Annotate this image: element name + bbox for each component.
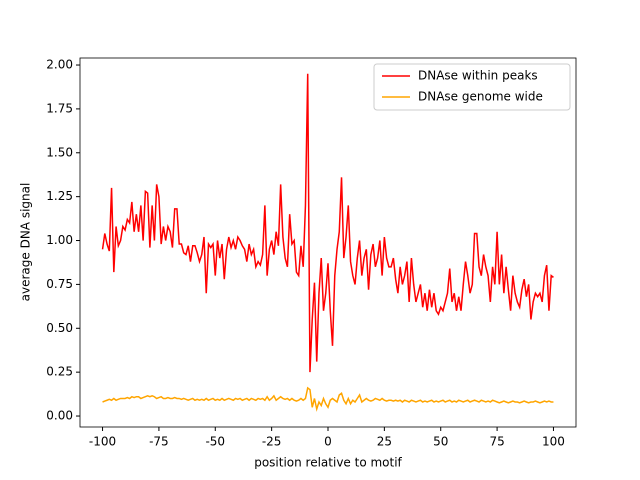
x-tick-label: -50 [205,435,225,449]
x-axis-label: position relative to motif [254,456,402,470]
y-tick-label: 1.75 [46,101,73,115]
x-tick-label: 100 [542,435,565,449]
x-tick-label: 75 [489,435,504,449]
legend-label: DNAse genome wide [418,90,543,104]
y-tick-label: 0.75 [46,277,73,291]
y-tick-label: 1.25 [46,189,73,203]
x-tick-label: -75 [149,435,169,449]
y-tick-label: 2.00 [46,58,73,72]
x-tick-label: -100 [89,435,116,449]
axes-frame [79,57,577,428]
line-series [101,73,554,373]
x-tick-label: -25 [262,435,282,449]
x-tick-label: 50 [433,435,448,449]
legend: DNAse within peaks DNAse genome wide [373,63,571,111]
y-tick-label: 1.00 [46,233,73,247]
y-tick-label: 0.25 [46,365,73,379]
line-series [102,386,554,412]
y-tick-label: 1.50 [46,145,73,159]
legend-box [373,63,571,111]
y-tick-label: 0.50 [46,321,73,335]
y-tick-label: 0.00 [46,409,73,423]
x-tick-label: 0 [324,435,332,449]
x-tick-label: 25 [377,435,392,449]
y-axis-label: average DNA signal [19,183,33,302]
legend-label: DNAse within peaks [418,69,538,83]
